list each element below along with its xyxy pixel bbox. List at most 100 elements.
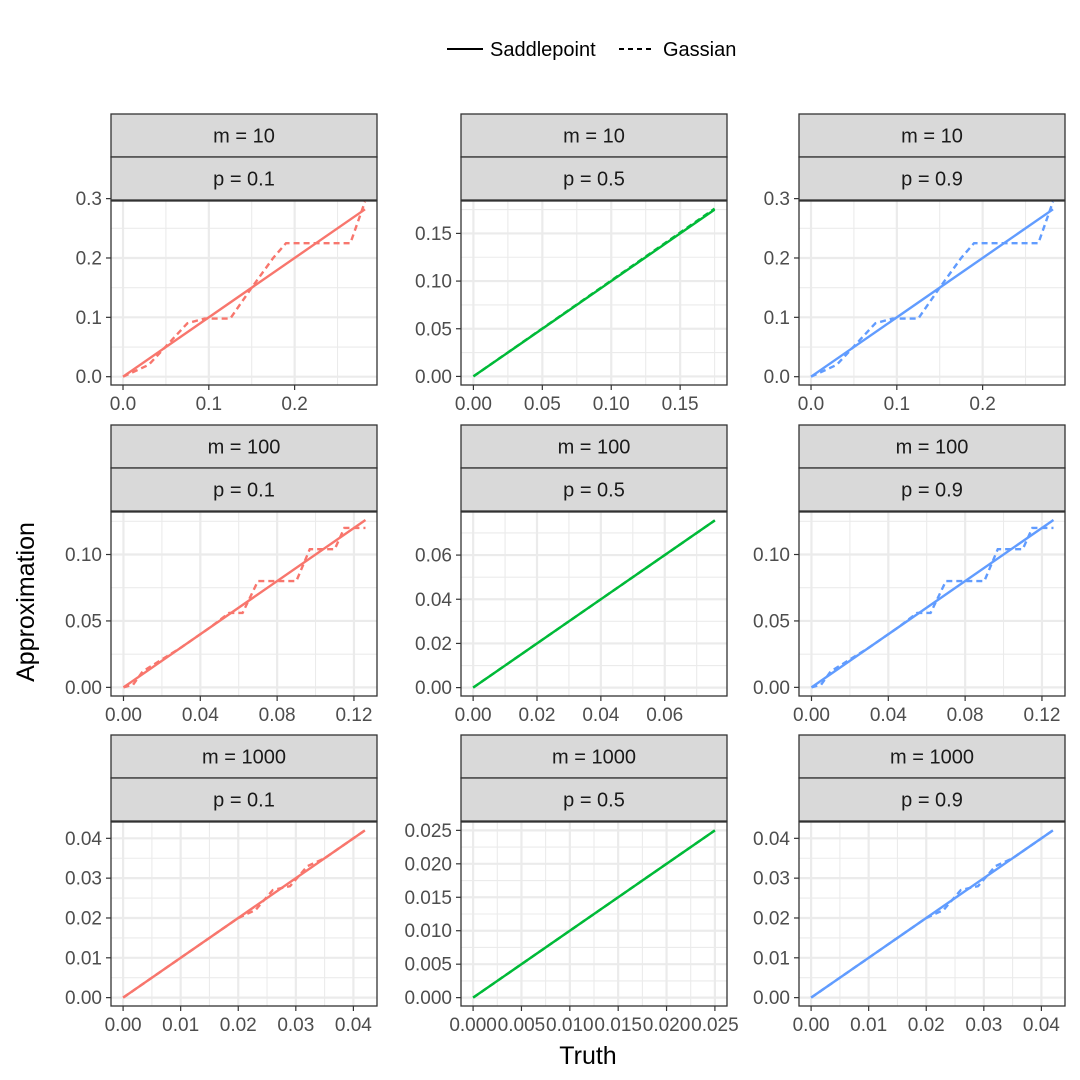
facet-strip-m xyxy=(460,734,728,779)
x-tick-label: 0.01 xyxy=(850,1015,887,1036)
y-tick-label: 0.0 xyxy=(76,367,102,388)
x-tick-label: 0.1 xyxy=(196,394,222,415)
facet-strip-p xyxy=(798,777,1066,822)
panel-border xyxy=(110,821,378,1007)
x-tick-label: 0.01 xyxy=(162,1015,199,1036)
x-tick-label: 0.020 xyxy=(643,1015,691,1036)
panel-border xyxy=(798,200,1066,386)
series-group xyxy=(810,201,1055,378)
y-tick-label: 0.10 xyxy=(65,545,102,566)
facet-strip-p xyxy=(798,467,1066,512)
facet-strip-p xyxy=(110,156,378,201)
y-tick-label: 0.1 xyxy=(764,308,790,329)
y-tick-label: 0.00 xyxy=(415,678,452,699)
facet-strip-p xyxy=(460,467,728,512)
x-tick-label: 0.005 xyxy=(498,1015,546,1036)
x-tick-label: 0.03 xyxy=(277,1015,314,1036)
panel-r3c3: m = 1000 p = 0.9 0.00 0.01 0.02 0.03 0.04 0.00 0… xyxy=(753,734,1066,1036)
series-line-gassian xyxy=(123,526,366,689)
y-tick-label: 0.025 xyxy=(404,821,452,842)
y-tick-label: 0.04 xyxy=(65,829,102,850)
facet-strip-p xyxy=(460,777,728,822)
panel-border xyxy=(110,511,378,697)
x-tick-label: 0.03 xyxy=(965,1015,1002,1036)
y-tick-label: 0.00 xyxy=(753,988,790,1009)
series-group xyxy=(122,201,367,378)
grid xyxy=(799,201,1065,385)
series-group xyxy=(810,829,1054,999)
facet-strip-m-label: m = 10 xyxy=(901,126,963,148)
y-tick-label: 0.00 xyxy=(415,367,452,388)
x-tick-label: 0.00 xyxy=(105,705,142,726)
x-tick-label: 0.04 xyxy=(1023,1015,1060,1036)
series-group xyxy=(122,829,366,999)
facet-strip-p-label: p = 0.1 xyxy=(213,790,275,812)
grid xyxy=(461,512,727,696)
y-tick-label: 0.015 xyxy=(404,888,452,909)
x-tick-label: 0.0 xyxy=(110,394,136,415)
facet-strip-m xyxy=(110,113,378,158)
grid xyxy=(111,201,377,385)
facet-strip-p-label: p = 0.9 xyxy=(901,790,963,812)
grid xyxy=(111,822,377,1006)
x-tick-label: 0.000 xyxy=(449,1015,497,1036)
x-axis-title: Truth xyxy=(559,1042,616,1070)
x-tick-label: 0.010 xyxy=(546,1015,594,1036)
y-tick-label: 0.05 xyxy=(753,611,790,632)
facet-strip-p xyxy=(110,777,378,822)
facet-strip-m xyxy=(460,113,728,158)
facet-strip-p xyxy=(460,156,728,201)
facet-strip-m xyxy=(798,113,1066,158)
x-tick-label: 0.10 xyxy=(593,394,630,415)
series-line-gassian xyxy=(810,829,1054,999)
x-tick-label: 0.2 xyxy=(969,394,995,415)
y-tick-label: 0.03 xyxy=(65,869,102,890)
y-tick-label: 0.2 xyxy=(764,248,790,269)
facet-strip-p xyxy=(110,467,378,512)
series-group xyxy=(472,207,716,378)
panel-r2c3: m = 100 p = 0.9 0.00 0.05 0.10 0.00 0.04 0.08 0.… xyxy=(753,424,1066,726)
x-tick-label: 0.08 xyxy=(947,705,984,726)
facet-strip-p-label: p = 0.1 xyxy=(213,169,275,191)
series-line-gassian xyxy=(122,829,366,999)
facet-panels: m = 10p = 0.10.00.10.20.30.0 0.1 0.2m = 10… xyxy=(65,113,1066,1036)
grid xyxy=(461,822,727,1006)
panel-r1c1: m = 10 p = 0.1 0.0 0.1 0.2 0.3 0.0 0.1 0.2 xyxy=(76,113,378,415)
legend-label-gassian: Gassian xyxy=(663,39,736,61)
panel-border xyxy=(798,821,1066,1007)
x-tick-label: 0.04 xyxy=(335,1015,372,1036)
panel-border xyxy=(798,511,1066,697)
facet-strip-m-label: m = 100 xyxy=(558,437,631,459)
grid xyxy=(799,512,1065,696)
facet-strip-m-label: m = 1000 xyxy=(890,747,974,769)
y-tick-label: 0.00 xyxy=(65,988,102,1009)
panel-border xyxy=(460,511,728,697)
x-tick-label: 0.02 xyxy=(220,1015,257,1036)
y-tick-label: 0.0 xyxy=(764,367,790,388)
panel-r1c3: m = 10 p = 0.9 0.0 0.1 0.2 0.3 0.0 0.1 0.2 xyxy=(764,113,1066,415)
series-group xyxy=(810,518,1055,689)
facet-strip-m-label: m = 1000 xyxy=(552,747,636,769)
facet-strip-p-label: p = 0.1 xyxy=(213,480,275,502)
facet-strip-m-label: m = 10 xyxy=(563,126,625,148)
x-tick-label: 0.05 xyxy=(524,394,561,415)
series-group xyxy=(472,829,716,999)
x-tick-label: 0.0 xyxy=(798,394,824,415)
panel-r2c1: m = 100 p = 0.1 0.00 0.05 0.10 0.00 0.04 0.08 0.… xyxy=(65,424,378,726)
y-tick-label: 0.10 xyxy=(753,545,790,566)
x-tick-label: 0.00 xyxy=(793,705,830,726)
grid xyxy=(799,822,1065,1006)
panel-r2c2: m = 100 p = 0.5 0.00 0.02 0.04 0.06 0.00 0.02 0.… xyxy=(415,424,728,726)
y-tick-label: 0.02 xyxy=(415,634,452,655)
legend: Saddlepoint Gassian xyxy=(447,39,736,61)
x-tick-label: 0.02 xyxy=(908,1015,945,1036)
x-tick-label: 0.00 xyxy=(105,1015,142,1036)
panel-border xyxy=(110,200,378,386)
panel-border xyxy=(460,200,728,386)
grid xyxy=(461,201,727,385)
y-tick-label: 0.05 xyxy=(65,611,102,632)
y-tick-label: 0.00 xyxy=(65,678,102,699)
x-tick-label: 0.15 xyxy=(662,394,699,415)
